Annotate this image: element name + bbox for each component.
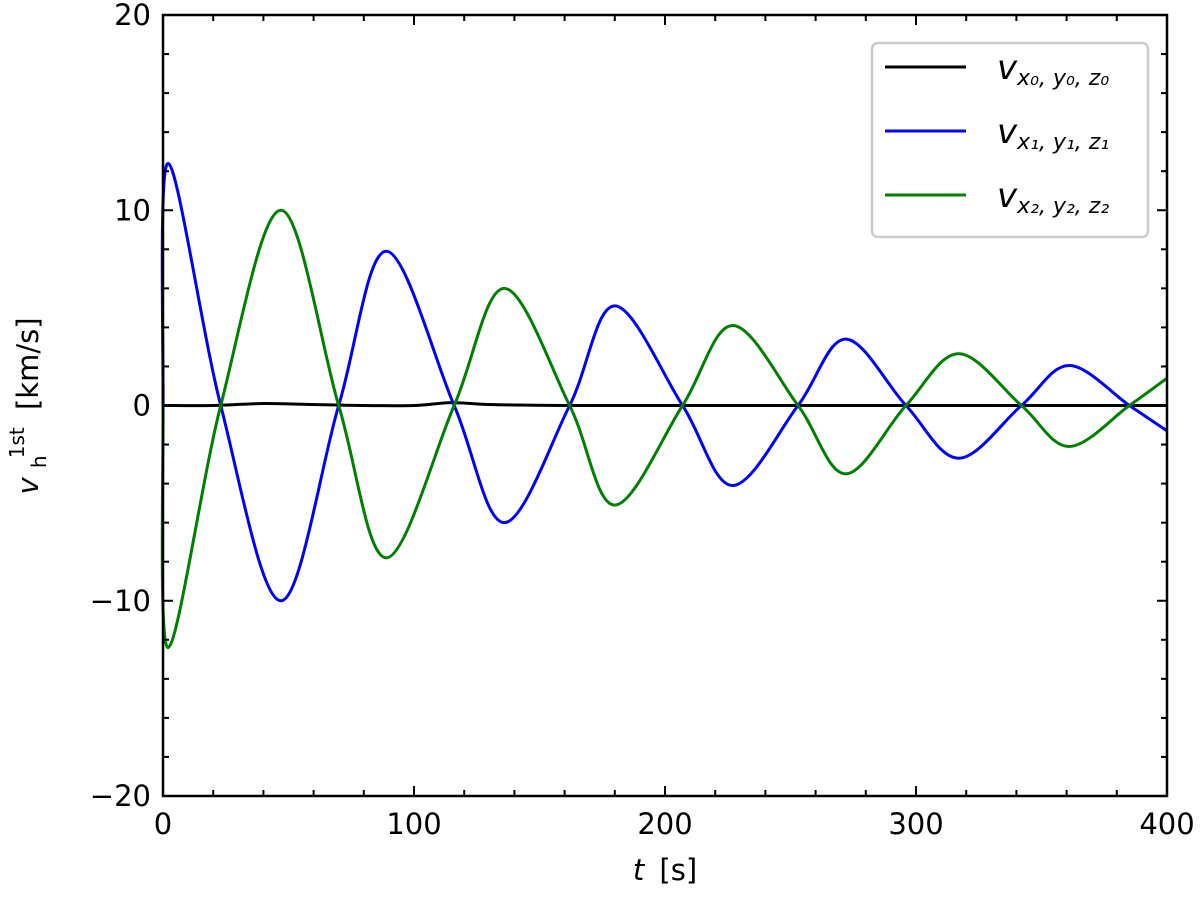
y-axis-label-sub: h	[27, 455, 51, 468]
svg-text:t [s]: t [s]	[633, 853, 697, 887]
x-tick-label: 0	[154, 807, 172, 841]
legend-label-0: vx₀, y₀, z₀	[997, 48, 1109, 91]
legend-label-2: vx₂, y₂, z₂	[997, 176, 1109, 219]
x-tick-label: 300	[888, 807, 943, 841]
x-axis-label: t [s]	[633, 853, 697, 887]
series-line-0	[162, 401, 1167, 408]
x-axis-label-var: t	[633, 853, 646, 887]
y-tick-label: −10	[90, 584, 151, 618]
legend: vx₀, y₀, z₀ vx₁, y₁, z₁ vx₂, y₂, z₂	[870, 41, 1150, 239]
y-tick-label: −20	[90, 779, 151, 813]
x-axis-label-unit: [s]	[659, 853, 697, 887]
series-line-1	[160, 161, 1168, 603]
x-tick-label: 400	[1139, 807, 1194, 841]
y-tick-label: 10	[114, 193, 151, 227]
series-layer	[160, 161, 1168, 650]
y-axis-label-unit: [km/s]	[11, 317, 45, 410]
svg-text:v h 1st [km/: v h 1st [km/s]	[0, 317, 53, 494]
x-tick-label: 200	[637, 807, 692, 841]
x-tick-label: 100	[386, 807, 441, 841]
y-axis-label: v h 1st [km/s]	[0, 317, 53, 494]
y-tick-label: 0	[133, 389, 151, 423]
tick-labels: 0 100 200 300 400 −20 −10 0 10 20	[90, 0, 1195, 841]
y-tick-label: 20	[114, 0, 151, 32]
series-line-2	[160, 208, 1168, 650]
ticks-layer	[162, 14, 1168, 797]
legend-label-1: vx₁, y₁, z₁	[997, 112, 1109, 155]
y-axis-label-sup: 1st	[5, 427, 29, 458]
y-axis-label-var: v	[11, 477, 45, 495]
legend-box	[870, 41, 1150, 239]
